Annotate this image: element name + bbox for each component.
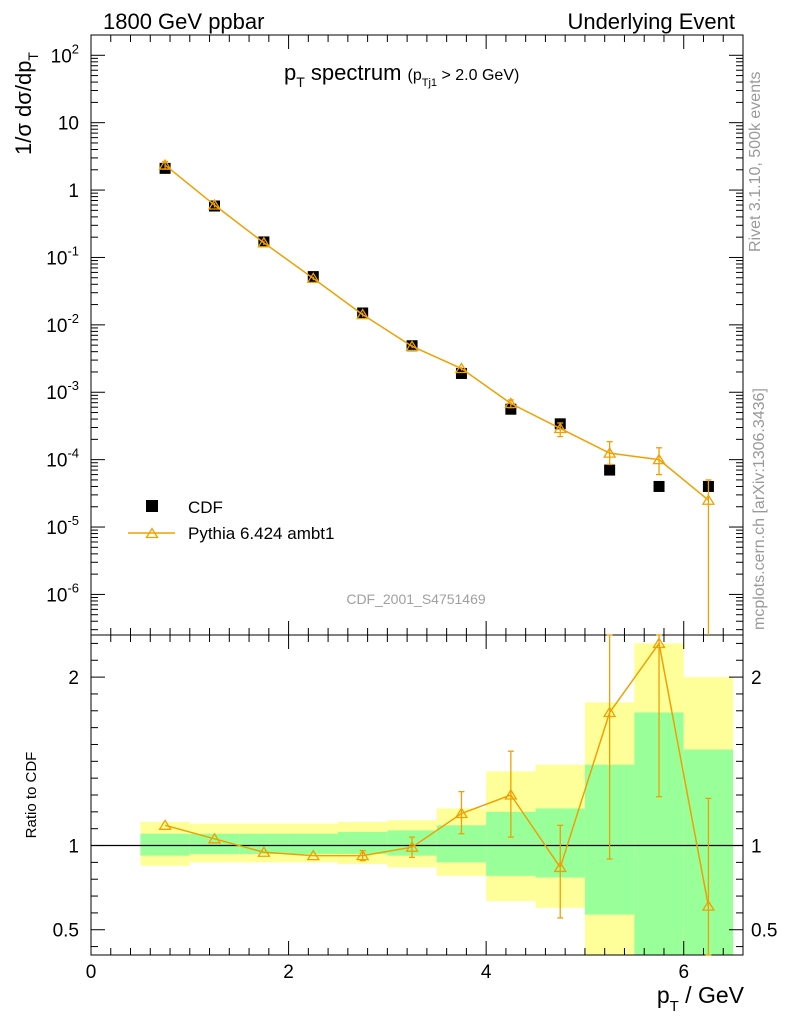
analysis-watermark: CDF_2001_S4751469 <box>346 591 486 607</box>
ratio-mc-point <box>553 861 567 873</box>
ratio-mc-point <box>405 840 419 852</box>
main-y-tick-label: 1 <box>68 181 79 202</box>
mc-point <box>602 446 617 458</box>
cdf-data-point <box>455 367 467 379</box>
ratio-mc-point <box>158 819 172 830</box>
ratio-y-tick-label: 1 <box>68 837 79 858</box>
main-y-tick-label: 10-4 <box>46 446 79 472</box>
mc-point <box>207 198 222 210</box>
mc-point <box>553 422 567 434</box>
ratio-mc-series <box>158 634 716 956</box>
x-tick-label: 0 <box>86 962 97 983</box>
cdf-data-points <box>159 162 714 492</box>
main-y-label: 1/σ dσ/dpT <box>11 52 41 155</box>
legend-mc-label: Pythia 6.424 ambt1 <box>188 524 334 543</box>
main-y-tick-label: 10-1 <box>46 243 79 269</box>
legend-mc-marker <box>145 527 159 539</box>
ratio-mc-point <box>356 849 370 861</box>
header-right: Underlying Event <box>567 9 735 34</box>
x-ticks: 0 2 4 6 <box>86 35 744 983</box>
main-y-tick-label: 10 <box>58 114 79 135</box>
ratio-band-inner <box>337 832 388 854</box>
ratio-mc-point <box>652 637 666 649</box>
rivet-label: Rivet 3.1.10, 500k events <box>747 71 764 252</box>
ratio-mc-line <box>164 641 710 907</box>
ratio-mc-point <box>306 849 320 861</box>
mc-point <box>454 362 469 374</box>
cdf-data-point <box>653 480 665 492</box>
ratio-band-inner <box>288 833 338 854</box>
main-y-ticks <box>91 34 743 631</box>
legend-data-label: CDF <box>188 498 223 517</box>
mc-point <box>356 308 370 320</box>
ratio-bands <box>140 643 734 955</box>
ratio-mc-point <box>454 807 469 819</box>
x-tick-label: 6 <box>678 962 689 983</box>
mc-series <box>158 158 716 635</box>
main-panel-frame <box>90 34 744 636</box>
main-y-tick-labels: 102 10 1 10-1 10-2 10-3 10-4 10-5 10-6 <box>46 41 79 606</box>
ratio-y-tick-label-right: 2 <box>751 668 762 689</box>
mc-point <box>158 158 172 170</box>
mc-point <box>504 397 518 409</box>
main-y-tick-label: 10-2 <box>46 311 79 337</box>
cdf-data-point <box>604 464 616 476</box>
ratio-mc-point <box>701 899 716 911</box>
ratio-mc-point <box>504 788 518 800</box>
x-tick-label: 2 <box>283 962 294 983</box>
mc-point <box>701 493 716 505</box>
ratio-band-inner <box>140 833 190 856</box>
mc-point <box>306 272 320 283</box>
legend-data-marker <box>146 500 158 512</box>
ratio-y-label: Ratio to CDF <box>23 752 40 839</box>
ratio-band-inner <box>239 833 289 854</box>
main-y-tick-label: 102 <box>51 41 79 67</box>
ratio-y-tick-label-right: 1 <box>751 837 762 858</box>
main-y-tick-label: 10-3 <box>46 378 79 404</box>
ratio-y-tick-label: 2 <box>68 668 79 689</box>
ratio-mc-point <box>602 706 617 718</box>
mc-point <box>257 236 271 248</box>
x-tick-label: 4 <box>481 962 492 983</box>
ratio-y-tick-label-right: 0.5 <box>751 921 777 942</box>
ratio-y-ticks: 0.5 0.5 1 1 2 2 <box>53 642 777 948</box>
ratio-y-tick-label: 0.5 <box>53 921 79 942</box>
ratio-mc-point <box>207 832 222 844</box>
main-y-tick-label: 10-5 <box>46 513 79 539</box>
mc-point <box>405 340 419 351</box>
mc-line <box>164 164 709 501</box>
ratio-mc-point <box>257 846 271 857</box>
main-y-tick-label: 10-6 <box>46 580 79 606</box>
mc-point <box>652 453 666 465</box>
header-left: 1800 GeV ppbar <box>103 9 264 34</box>
legend: CDF Pythia 6.424 ambt1 <box>128 498 334 543</box>
source-label: mcplots.cern.ch [arXiv:1306.3436] <box>751 388 768 630</box>
ratio-band-inner <box>189 833 240 854</box>
main-title: pT spectrum (pTj1 > 2.0 GeV) <box>284 60 519 90</box>
cdf-data-point <box>505 403 517 415</box>
x-axis-label: pT / GeV <box>657 982 745 1015</box>
